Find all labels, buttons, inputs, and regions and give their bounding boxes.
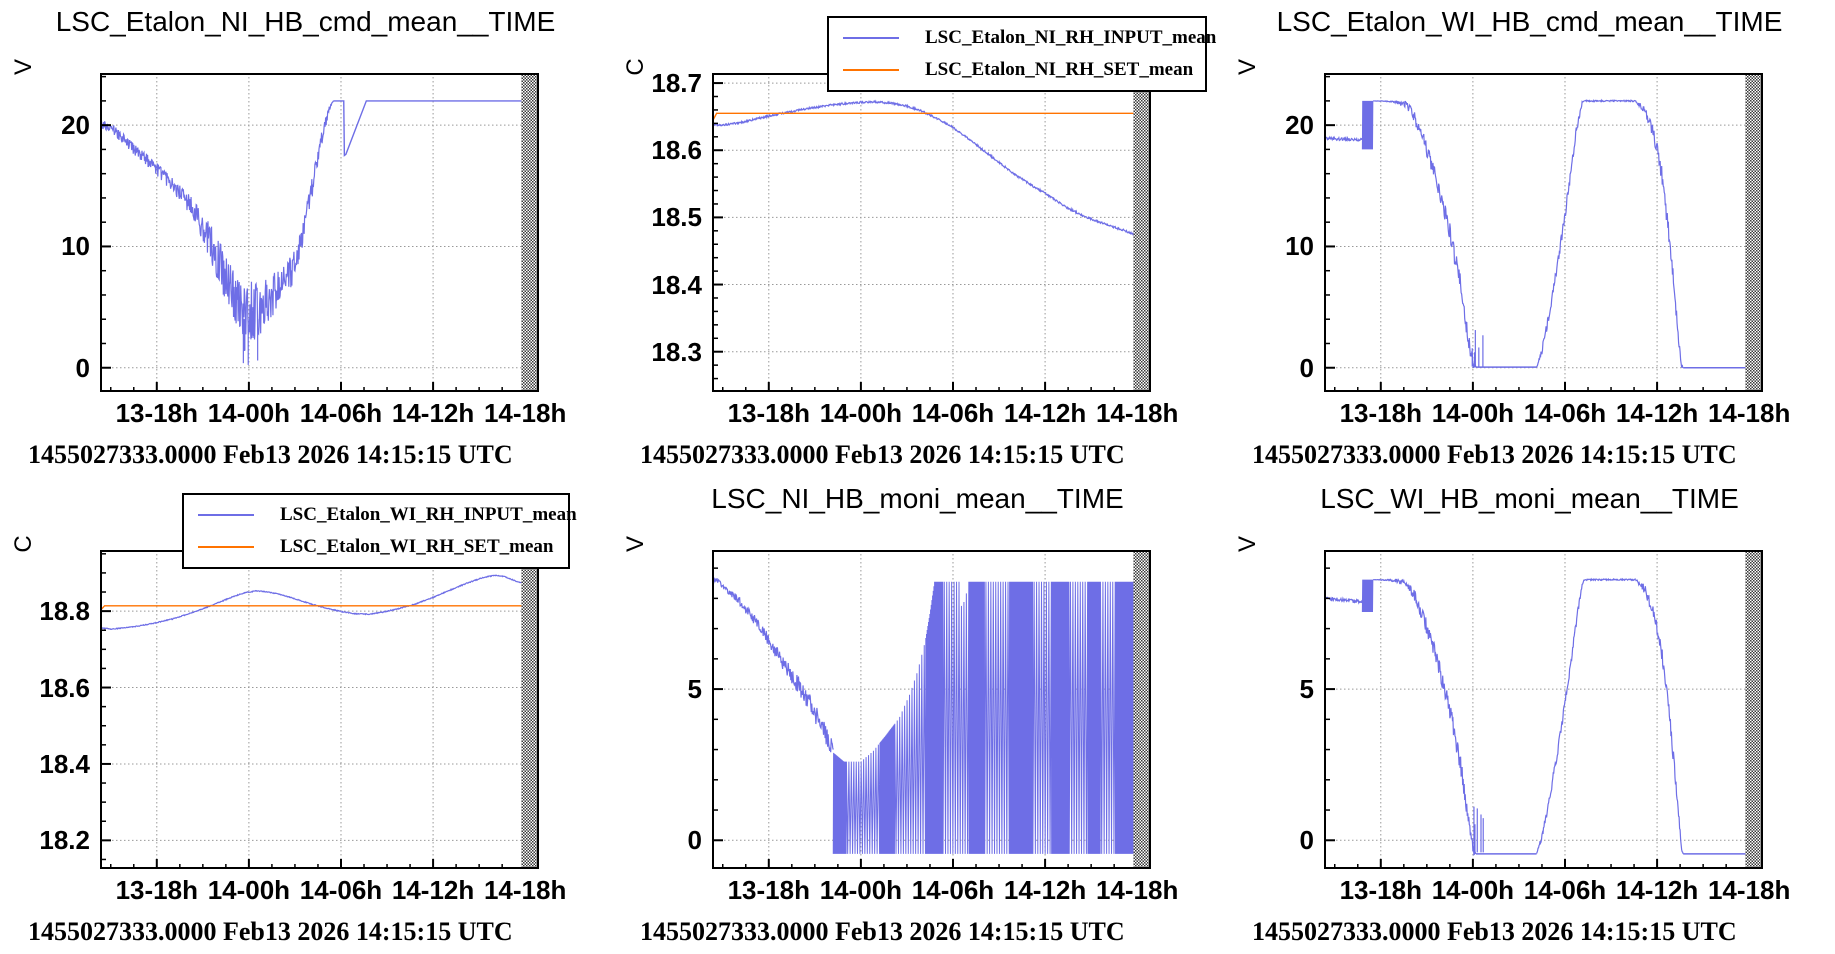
x-tick-label: 13-18h bbox=[115, 398, 198, 428]
plot-canvas[interactable]: 0 5 13-18h 14-00h 14-06h 14-12h 14-18h bbox=[612, 477, 1223, 954]
legend-line-swatch bbox=[198, 546, 254, 548]
x-tick-label: 13-18h bbox=[1339, 398, 1422, 428]
chart-svg[interactable] bbox=[712, 550, 1151, 869]
y-tick-label: 18.6 bbox=[39, 672, 90, 703]
legend-entry: LSC_Etalon_WI_RH_INPUT_mean bbox=[184, 502, 577, 528]
x-tick-label: 14-00h bbox=[207, 398, 291, 428]
legend-label: LSC_Etalon_NI_RH_INPUT_mean bbox=[925, 27, 1217, 48]
plot-canvas[interactable]: 18.2 18.4 18.6 18.8 13-18h 14-00h 14-06h 14-12h… bbox=[0, 477, 611, 954]
legend-line-swatch bbox=[843, 69, 899, 71]
y-tick-label: 18.8 bbox=[39, 596, 90, 627]
x-tick-label: 14-12h bbox=[1615, 875, 1699, 905]
x-tick-label: 14-18h bbox=[1707, 875, 1791, 905]
legend-label: LSC_Etalon_NI_RH_SET_mean bbox=[925, 59, 1194, 80]
timestamp: 1455027333.0000 Feb13 2026 14:15:15 UTC bbox=[1252, 440, 1737, 469]
x-tick-label: 14-12h bbox=[391, 398, 475, 428]
y-tick-label: 5 bbox=[1299, 674, 1314, 705]
legend-label: LSC_Etalon_WI_RH_INPUT_mean bbox=[280, 504, 577, 525]
y-tick-label: 18.7 bbox=[651, 68, 702, 99]
y-tick-label: 20 bbox=[1285, 110, 1314, 141]
chart-svg[interactable] bbox=[100, 550, 539, 869]
x-tick-label: 14-00h bbox=[1431, 875, 1515, 905]
x-tick-label: 14-12h bbox=[1003, 875, 1087, 905]
timestamp: 1455027333.0000 Feb13 2026 14:15:15 UTC bbox=[640, 440, 1125, 469]
plot-etalon-ni-hb-cmd: 0 10 20 13-18h 14-00h 14-06h 14-12h 14-18h LSC_… bbox=[0, 0, 611, 477]
y-tick-label: 18.4 bbox=[39, 748, 90, 779]
plot-canvas[interactable]: 18.3 18.4 18.5 18.6 18.7 13-18h 14-00h 14-06h 14… bbox=[612, 0, 1223, 477]
plot-canvas[interactable]: 0 10 20 13-18h 14-00h 14-06h 14-12h 14-18h bbox=[0, 0, 611, 477]
x-tick-label: 14-18h bbox=[483, 398, 567, 428]
plot-canvas[interactable]: 0 10 20 13-18h 14-00h 14-06h 14-12h 14-18h bbox=[1224, 0, 1835, 477]
plot-canvas[interactable]: 0 5 13-18h 14-00h 14-06h 14-12h 14-18h bbox=[1224, 477, 1835, 954]
y-axis-unit-label: V bbox=[622, 536, 649, 553]
x-tick-label: 14-18h bbox=[483, 875, 567, 905]
x-tick-label: 14-00h bbox=[819, 875, 903, 905]
x-tick-label: 13-18h bbox=[727, 398, 810, 428]
y-tick-label: 18.2 bbox=[39, 825, 90, 856]
timestamp: 1455027333.0000 Feb13 2026 14:15:15 UTC bbox=[28, 440, 513, 469]
plot-ni-hb-moni: 0 5 13-18h 14-00h 14-06h 14-12h 14-18h LSC_NI_… bbox=[612, 477, 1223, 954]
plot-title: LSC_Etalon_NI_HB_cmd_mean__TIME bbox=[55, 6, 556, 37]
y-tick-label: 18.3 bbox=[651, 336, 702, 367]
legend-entry: LSC_Etalon_NI_RH_SET_mean bbox=[829, 57, 1205, 83]
x-tick-label: 14-18h bbox=[1095, 875, 1179, 905]
legend-line-swatch bbox=[843, 37, 899, 39]
y-axis-unit-label: C bbox=[10, 535, 37, 553]
plot-title: LSC_Etalon_WI_HB_cmd_mean__TIME bbox=[1276, 6, 1783, 37]
x-tick-label: 13-18h bbox=[1339, 875, 1422, 905]
legend-label: LSC_Etalon_WI_RH_SET_mean bbox=[280, 536, 554, 557]
y-tick-label: 0 bbox=[1299, 352, 1314, 383]
timestamp: 1455027333.0000 Feb13 2026 14:15:15 UTC bbox=[28, 917, 513, 946]
x-tick-label: 14-00h bbox=[207, 875, 291, 905]
legend-entry: LSC_Etalon_WI_RH_SET_mean bbox=[184, 534, 568, 560]
chart-svg[interactable] bbox=[712, 73, 1151, 392]
x-tick-label: 14-12h bbox=[1003, 398, 1087, 428]
y-tick-label: 18.4 bbox=[651, 269, 702, 300]
x-tick-label: 14-00h bbox=[819, 398, 903, 428]
legend: LSC_Etalon_WI_RH_INPUT_mean LSC_Etalon_W… bbox=[182, 493, 577, 569]
x-tick-label: 14-06h bbox=[299, 398, 383, 428]
plot-title: LSC_WI_HB_moni_mean__TIME bbox=[1320, 483, 1739, 514]
x-tick-label: 14-18h bbox=[1707, 398, 1791, 428]
chart-svg[interactable] bbox=[1324, 550, 1763, 869]
x-tick-label: 14-06h bbox=[1523, 398, 1607, 428]
plot-title: LSC_NI_HB_moni_mean__TIME bbox=[711, 483, 1124, 514]
x-tick-label: 14-06h bbox=[911, 398, 995, 428]
y-axis-unit-label: C bbox=[622, 58, 649, 76]
y-tick-label: 10 bbox=[1285, 231, 1314, 262]
y-tick-label: 10 bbox=[61, 231, 90, 262]
y-tick-label: 5 bbox=[687, 674, 702, 705]
timestamp: 1455027333.0000 Feb13 2026 14:15:15 UTC bbox=[1252, 917, 1737, 946]
x-tick-label: 14-06h bbox=[1523, 875, 1607, 905]
plot-wi-hb-moni: 0 5 13-18h 14-00h 14-06h 14-12h 14-18h LSC_WI_… bbox=[1224, 477, 1835, 954]
y-tick-label: 18.5 bbox=[651, 202, 702, 233]
plot-etalon-wi-rh: 18.2 18.4 18.6 18.8 13-18h 14-00h 14-06h 14-12h… bbox=[0, 477, 611, 954]
y-tick-label: 18.6 bbox=[651, 135, 702, 166]
legend-line-swatch bbox=[198, 514, 254, 516]
y-tick-label: 0 bbox=[687, 825, 702, 856]
x-tick-label: 13-18h bbox=[727, 875, 810, 905]
y-axis-unit-label: V bbox=[1234, 536, 1261, 553]
y-axis-unit-label: V bbox=[1234, 59, 1261, 76]
legend: LSC_Etalon_NI_RH_INPUT_mean LSC_Etalon_N… bbox=[827, 16, 1216, 92]
x-tick-label: 14-12h bbox=[1615, 398, 1699, 428]
x-tick-label: 14-18h bbox=[1095, 398, 1179, 428]
plot-etalon-wi-hb-cmd: 0 10 20 13-18h 14-00h 14-06h 14-12h 14-18h LSC_… bbox=[1224, 0, 1835, 477]
x-tick-label: 14-06h bbox=[911, 875, 995, 905]
x-tick-label: 14-00h bbox=[1431, 398, 1515, 428]
x-tick-label: 13-18h bbox=[115, 875, 198, 905]
x-tick-label: 14-06h bbox=[299, 875, 383, 905]
plot-etalon-ni-rh: 18.3 18.4 18.5 18.6 18.7 13-18h 14-00h 14-06h 14… bbox=[612, 0, 1223, 477]
chart-svg[interactable] bbox=[100, 73, 539, 392]
y-tick-label: 0 bbox=[1299, 825, 1314, 856]
legend-entry: LSC_Etalon_NI_RH_INPUT_mean bbox=[829, 25, 1216, 51]
x-tick-label: 14-12h bbox=[391, 875, 475, 905]
chart-svg[interactable] bbox=[1324, 73, 1763, 392]
y-tick-label: 20 bbox=[61, 110, 90, 141]
y-tick-label: 0 bbox=[75, 352, 90, 383]
timestamp: 1455027333.0000 Feb13 2026 14:15:15 UTC bbox=[640, 917, 1125, 946]
y-axis-unit-label: V bbox=[10, 59, 37, 76]
